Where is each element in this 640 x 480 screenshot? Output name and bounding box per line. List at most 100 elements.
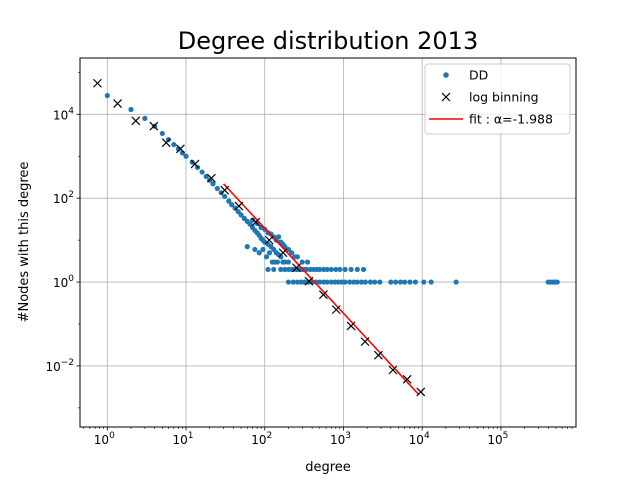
dd-point [333,266,339,273]
dd-point [285,259,292,265]
dd-point [218,190,224,196]
log-binning-point [206,173,216,183]
dd-point [256,250,262,256]
dd-point [263,254,269,260]
dd-point [421,279,427,285]
dd-point [362,279,368,285]
dd-point [337,266,343,273]
chart-title: Degree distribution 2013 [178,27,478,55]
dd-point [252,246,258,253]
dd-point [428,279,434,285]
log-binning-point [264,235,274,245]
dd-point [189,159,195,165]
dd-point [324,279,330,285]
dd-point [152,123,158,129]
dd-point [285,279,292,285]
dd-point [301,279,308,285]
dd-point [347,279,353,285]
legend-label-log-binning: log binning [469,90,539,105]
dd-point [265,266,271,273]
log-binning-point [292,263,301,273]
x-tick-label: 104 [409,431,430,447]
log-binning-point [220,185,230,195]
dd-point [285,246,292,253]
log-binning-point [402,374,412,384]
dd-point [260,246,266,253]
dd-point [304,259,311,265]
axis-ticks: 100 101 102 103 104 105 10−2 100 102 104 [45,72,573,447]
dd-point [104,92,110,99]
legend-label-fit: fit : α=-1.988 [469,112,553,127]
dd-point [328,266,334,273]
y-axis-label: #Nodes with this degree [17,162,32,323]
dd-point [249,217,256,223]
x-tick-label: 100 [94,431,115,447]
log-binning-point [251,217,261,227]
dd-point [367,279,373,285]
dd-point [377,279,383,285]
log-binning-point [373,350,383,360]
legend-marker-log-binning [441,92,451,102]
legend-label-dd: DD [469,68,488,83]
dd-point [142,115,148,121]
dd-point [183,153,189,159]
log-binning-point [113,99,122,109]
legend-marker-dd [443,72,449,78]
dd-point [354,279,360,285]
dd-point [453,279,459,285]
dd-point [229,202,235,208]
dd-point [388,279,394,285]
dd-point [285,266,292,273]
log-binning-point [131,116,141,126]
log-binning-point [346,321,356,331]
dd-point [222,193,228,200]
dd-point [199,169,205,175]
dd-point [282,266,288,273]
dd-point [210,181,216,187]
legend-box [424,63,571,135]
y-tick-label: 102 [53,190,74,206]
log-binning-point [416,387,426,397]
dd-point [266,250,273,256]
dd-point [226,198,232,204]
dd-point [342,266,348,273]
log-binning-point [161,138,171,148]
dd-point [360,266,367,273]
dd-point [402,279,408,285]
dd-point [289,250,295,256]
dd-point [412,279,418,285]
log-binning-point [388,365,398,375]
dd-point [358,279,365,285]
log-binning-point [190,159,200,169]
dd-point [324,266,330,273]
legend: DD log binning fit : α=-1.988 [424,63,571,135]
log-binning-point [234,201,244,211]
log-binning-point [278,248,288,258]
dd-point [128,106,134,113]
dd-point [294,279,300,285]
fit-line [222,183,420,395]
dd-point [159,130,165,137]
dd-point [303,266,310,273]
dd-point [328,279,334,285]
dd-point [274,259,281,265]
dd-point [317,266,323,273]
log-binning-point [318,290,328,300]
dd-point [282,259,288,265]
x-tick-label: 103 [330,431,351,447]
series-log-binning [93,78,426,397]
dd-point [351,279,357,285]
dd-point [372,279,378,285]
dd-point [407,279,413,285]
log-binning-point [93,78,102,88]
plot-area: 100 101 102 103 104 105 10−2 100 102 104 [45,57,577,447]
log-binning-point [149,121,159,131]
dd-point [393,279,399,285]
dd-point [317,279,323,285]
dd-point [271,266,277,273]
dd-point [275,234,282,240]
y-tick-label: 100 [53,274,74,290]
y-tick-label: 10−2 [45,358,74,374]
axes-frame [79,57,577,428]
